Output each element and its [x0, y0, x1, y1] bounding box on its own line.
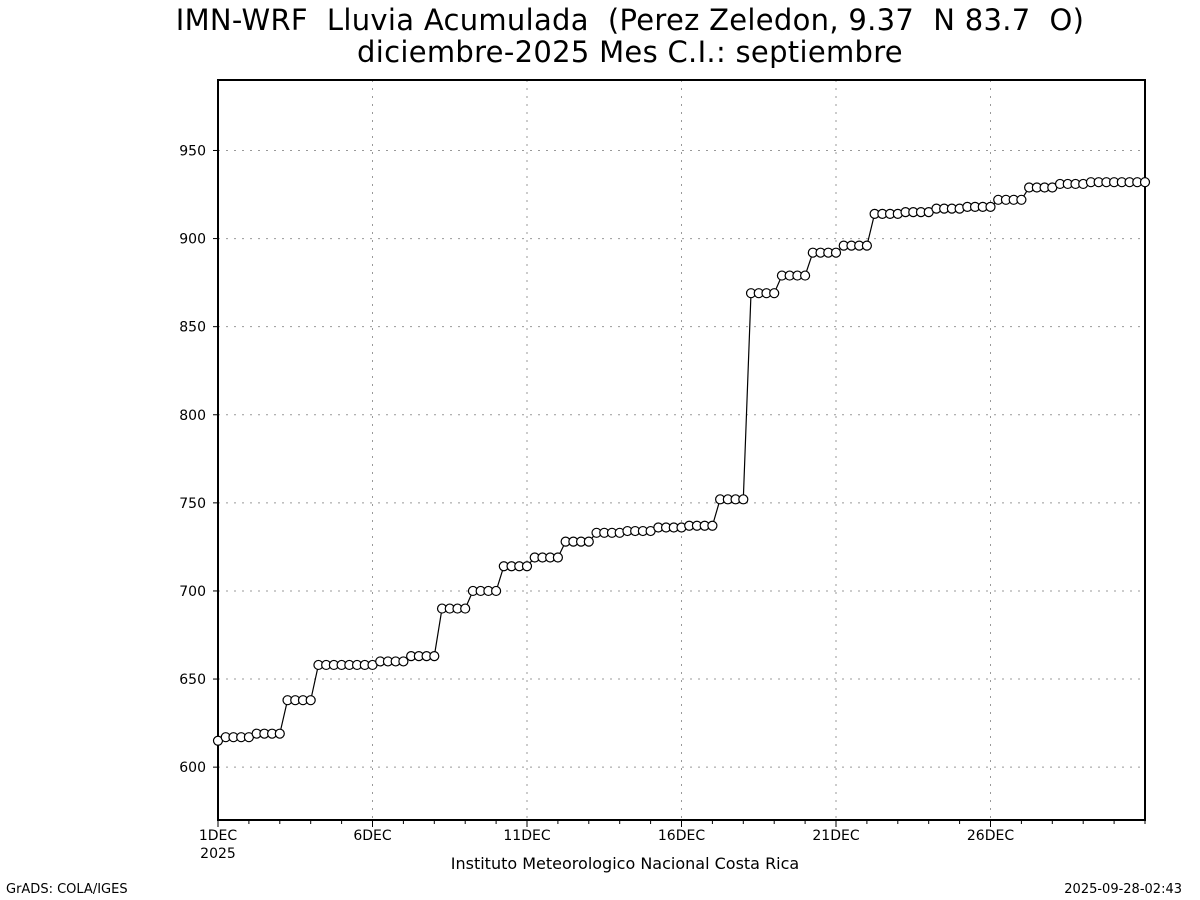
x-year-label: 2025	[200, 846, 236, 862]
series-rainfall	[212, 177, 1151, 746]
data-point	[707, 520, 718, 531]
footer-timestamp: 2025-09-28-02:43	[1064, 882, 1182, 897]
data-point	[1139, 177, 1151, 188]
data-point	[274, 728, 285, 739]
x-tick-label: 16DEC	[658, 828, 705, 844]
chart-title: IMN-WRF Lluvia Acumulada (Perez Zeledon,…	[175, 3, 1085, 37]
x-tick-label: 1DEC	[199, 828, 238, 844]
data-point	[769, 288, 780, 299]
data-point	[398, 656, 409, 667]
x-tick-label: 6DEC	[353, 828, 392, 844]
y-tick-label: 800	[179, 408, 206, 424]
y-tick-label: 700	[179, 584, 206, 600]
y-tick-label: 650	[179, 672, 206, 688]
data-point	[985, 201, 996, 212]
x-tick-label: 26DEC	[967, 828, 1014, 844]
plot-frame	[217, 79, 1146, 821]
data-point	[460, 603, 471, 614]
data-point	[1016, 194, 1027, 205]
data-point	[552, 552, 564, 563]
data-point	[429, 651, 440, 662]
y-tick-label: 600	[179, 760, 206, 776]
data-point	[305, 695, 316, 706]
data-point	[799, 270, 811, 281]
y-tick-label: 950	[179, 143, 206, 159]
data-point	[738, 494, 749, 505]
y-axis: 600 650 700 750 800 850 900 950	[179, 143, 218, 776]
y-tick-label: 900	[179, 232, 206, 248]
data-point	[861, 240, 873, 251]
data-point	[491, 585, 502, 597]
x-tick-label: 21DEC	[812, 828, 859, 844]
y-tick-label: 850	[179, 320, 206, 336]
grid-lines	[218, 80, 1145, 820]
chart-subtitle: diciembre-2025 Mes C.I.: septiembre	[357, 35, 903, 69]
credit-label: Instituto Meteorologico Nacional Costa R…	[450, 854, 800, 873]
x-axis: 1DEC 6DEC 11DEC 16DEC 21DEC 26DEC 2025	[199, 820, 1146, 862]
footer-left-label: GrADS: COLA/IGES	[6, 882, 128, 897]
x-tick-label: 11DEC	[503, 828, 550, 844]
y-tick-label: 750	[179, 496, 206, 512]
data-point	[830, 247, 842, 258]
data-point	[583, 536, 594, 547]
data-point	[521, 561, 533, 572]
